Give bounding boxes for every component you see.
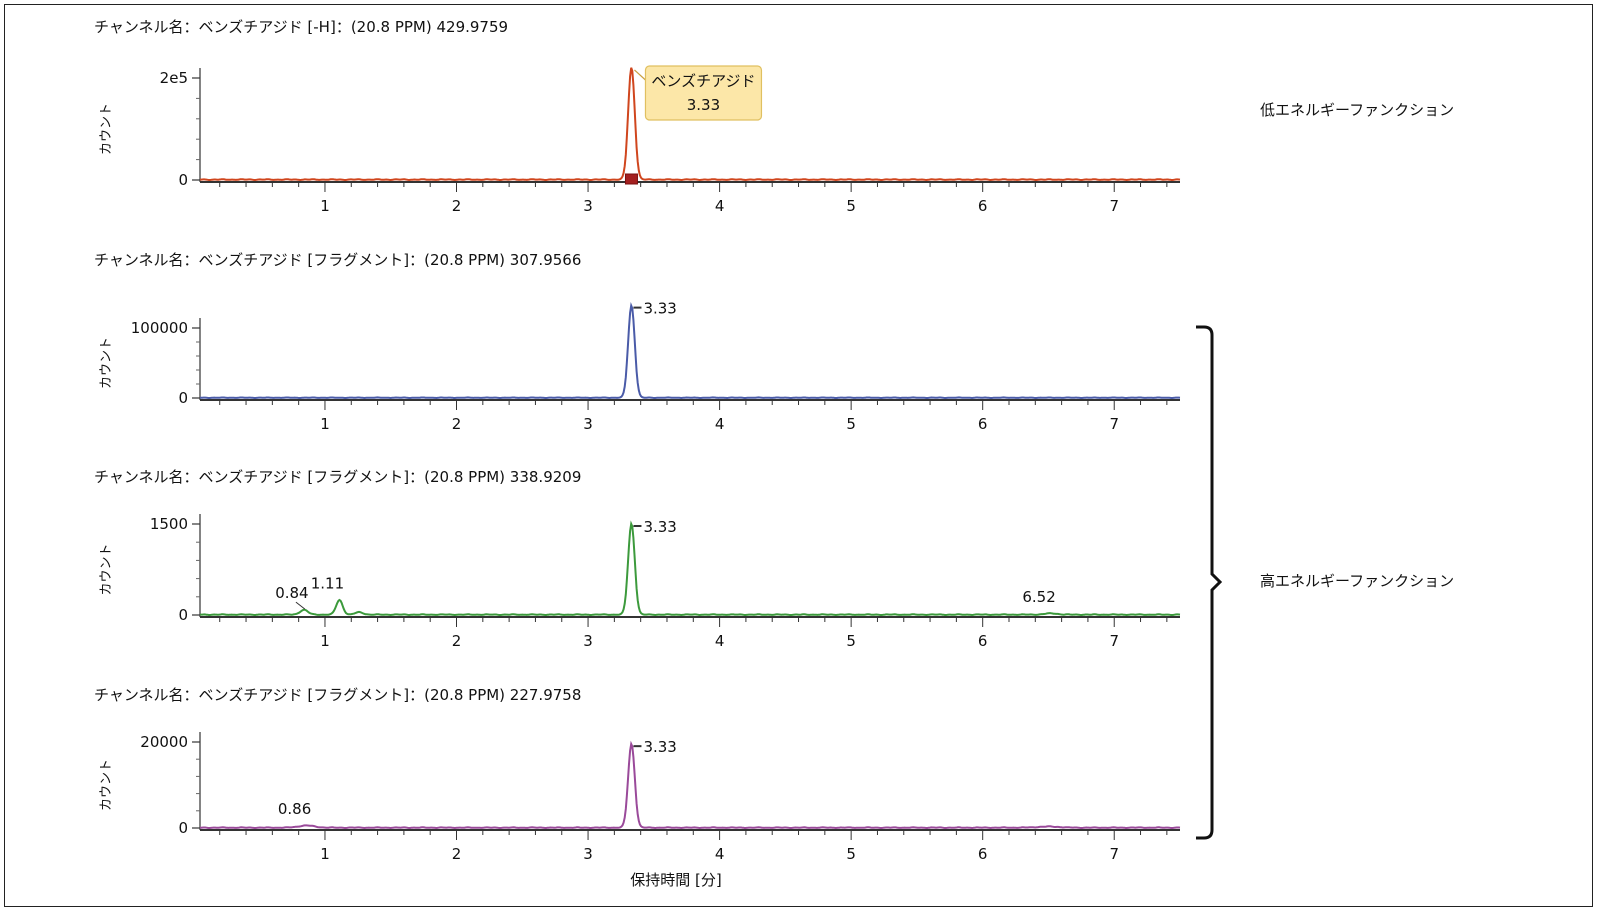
y-tick-label: 1500 xyxy=(150,515,188,533)
y-tick-label: 100000 xyxy=(131,319,188,337)
high-energy-function-label: 高エネルギーファンクション xyxy=(1260,572,1454,590)
peak-marker xyxy=(624,173,638,185)
peak-callout-box xyxy=(644,65,763,121)
y-axis-label: カウント xyxy=(99,759,114,811)
x-tick-label: 4 xyxy=(715,845,725,863)
x-tick-label: 7 xyxy=(1109,415,1119,433)
chromatogram-trace xyxy=(200,67,1181,182)
chromatogram-trace xyxy=(200,740,1181,830)
panel-title: チャンネル名：ベンズチアジド [-H]：(20.8 PPM) 429.9759 xyxy=(94,18,508,36)
x-tick-label: 5 xyxy=(846,845,856,863)
y-tick-label: 2e5 xyxy=(160,69,188,87)
y-tick-label: 0 xyxy=(178,389,188,407)
chromatogram-panel-4: チャンネル名：ベンズチアジド [フラグメント]：(20.8 PPM) 227.9… xyxy=(94,686,1181,863)
y-tick-label: 20000 xyxy=(140,733,188,751)
chromatogram-panel-2: チャンネル名：ベンズチアジド [フラグメント]：(20.8 PPM) 307.9… xyxy=(94,251,1181,433)
x-tick-label: 4 xyxy=(715,415,725,433)
figure-frame xyxy=(4,4,1593,907)
y-axis-label: カウント xyxy=(99,543,114,595)
high-energy-bracket xyxy=(1196,325,1223,840)
peak-callout-value: 3.33 xyxy=(687,96,720,114)
x-tick-label: 4 xyxy=(715,632,725,650)
x-tick-label: 1 xyxy=(320,197,330,215)
y-tick-label: 0 xyxy=(178,606,188,624)
y-axis-label: カウント xyxy=(99,337,114,389)
x-tick-label: 1 xyxy=(320,415,330,433)
peak-label: 1.11 xyxy=(311,574,344,592)
peak-label-leader xyxy=(295,601,306,610)
x-tick-label: 6 xyxy=(978,197,988,215)
x-tick-label: 6 xyxy=(978,845,988,863)
callout-leader xyxy=(634,69,646,81)
x-tick-label: 6 xyxy=(978,415,988,433)
chromatogram-panel-3: チャンネル名：ベンズチアジド [フラグメント]：(20.8 PPM) 338.9… xyxy=(94,468,1181,650)
x-axis-label: 保持時間 [分] xyxy=(630,871,721,889)
x-tick-label: 2 xyxy=(452,632,462,650)
chromatogram-panel-1: チャンネル名：ベンズチアジド [-H]：(20.8 PPM) 429.9759 カ… xyxy=(94,18,1181,215)
low-energy-function-label: 低エネルギーファンクション xyxy=(1260,101,1454,119)
x-tick-label: 7 xyxy=(1109,632,1119,650)
chromatogram-trace xyxy=(200,520,1181,617)
x-tick-label: 3 xyxy=(583,197,593,215)
x-tick-label: 6 xyxy=(978,632,988,650)
peak-label: 3.33 xyxy=(643,300,676,318)
peak-label: 3.33 xyxy=(643,518,676,536)
x-tick-label: 3 xyxy=(583,415,593,433)
x-tick-label: 2 xyxy=(452,197,462,215)
peak-label: 0.84 xyxy=(275,584,308,602)
y-axis-label: カウント xyxy=(99,103,114,155)
x-tick-label: 2 xyxy=(452,845,462,863)
x-tick-label: 3 xyxy=(583,632,593,650)
x-tick-label: 1 xyxy=(320,845,330,863)
panel-title: チャンネル名：ベンズチアジド [フラグメント]：(20.8 PPM) 227.9… xyxy=(94,686,581,704)
x-tick-label: 3 xyxy=(583,845,593,863)
peak-label: 0.86 xyxy=(278,800,311,818)
x-tick-label: 5 xyxy=(846,632,856,650)
x-tick-label: 5 xyxy=(846,197,856,215)
x-tick-label: 7 xyxy=(1109,197,1119,215)
peak-label: 6.52 xyxy=(1022,588,1055,606)
panel-title: チャンネル名：ベンズチアジド [フラグメント]：(20.8 PPM) 307.9… xyxy=(94,251,581,269)
x-tick-label: 4 xyxy=(715,197,725,215)
x-tick-label: 7 xyxy=(1109,845,1119,863)
peak-label: 3.33 xyxy=(643,738,676,756)
panel-title: チャンネル名：ベンズチアジド [フラグメント]：(20.8 PPM) 338.9… xyxy=(94,468,581,486)
x-tick-label: 1 xyxy=(320,632,330,650)
x-tick-label: 5 xyxy=(846,415,856,433)
y-tick-label: 0 xyxy=(178,171,188,189)
x-tick-label: 2 xyxy=(452,415,462,433)
y-tick-label: 0 xyxy=(178,819,188,837)
chromatogram-trace xyxy=(200,301,1181,400)
peak-callout-name: ベンズチアジド xyxy=(651,72,755,90)
